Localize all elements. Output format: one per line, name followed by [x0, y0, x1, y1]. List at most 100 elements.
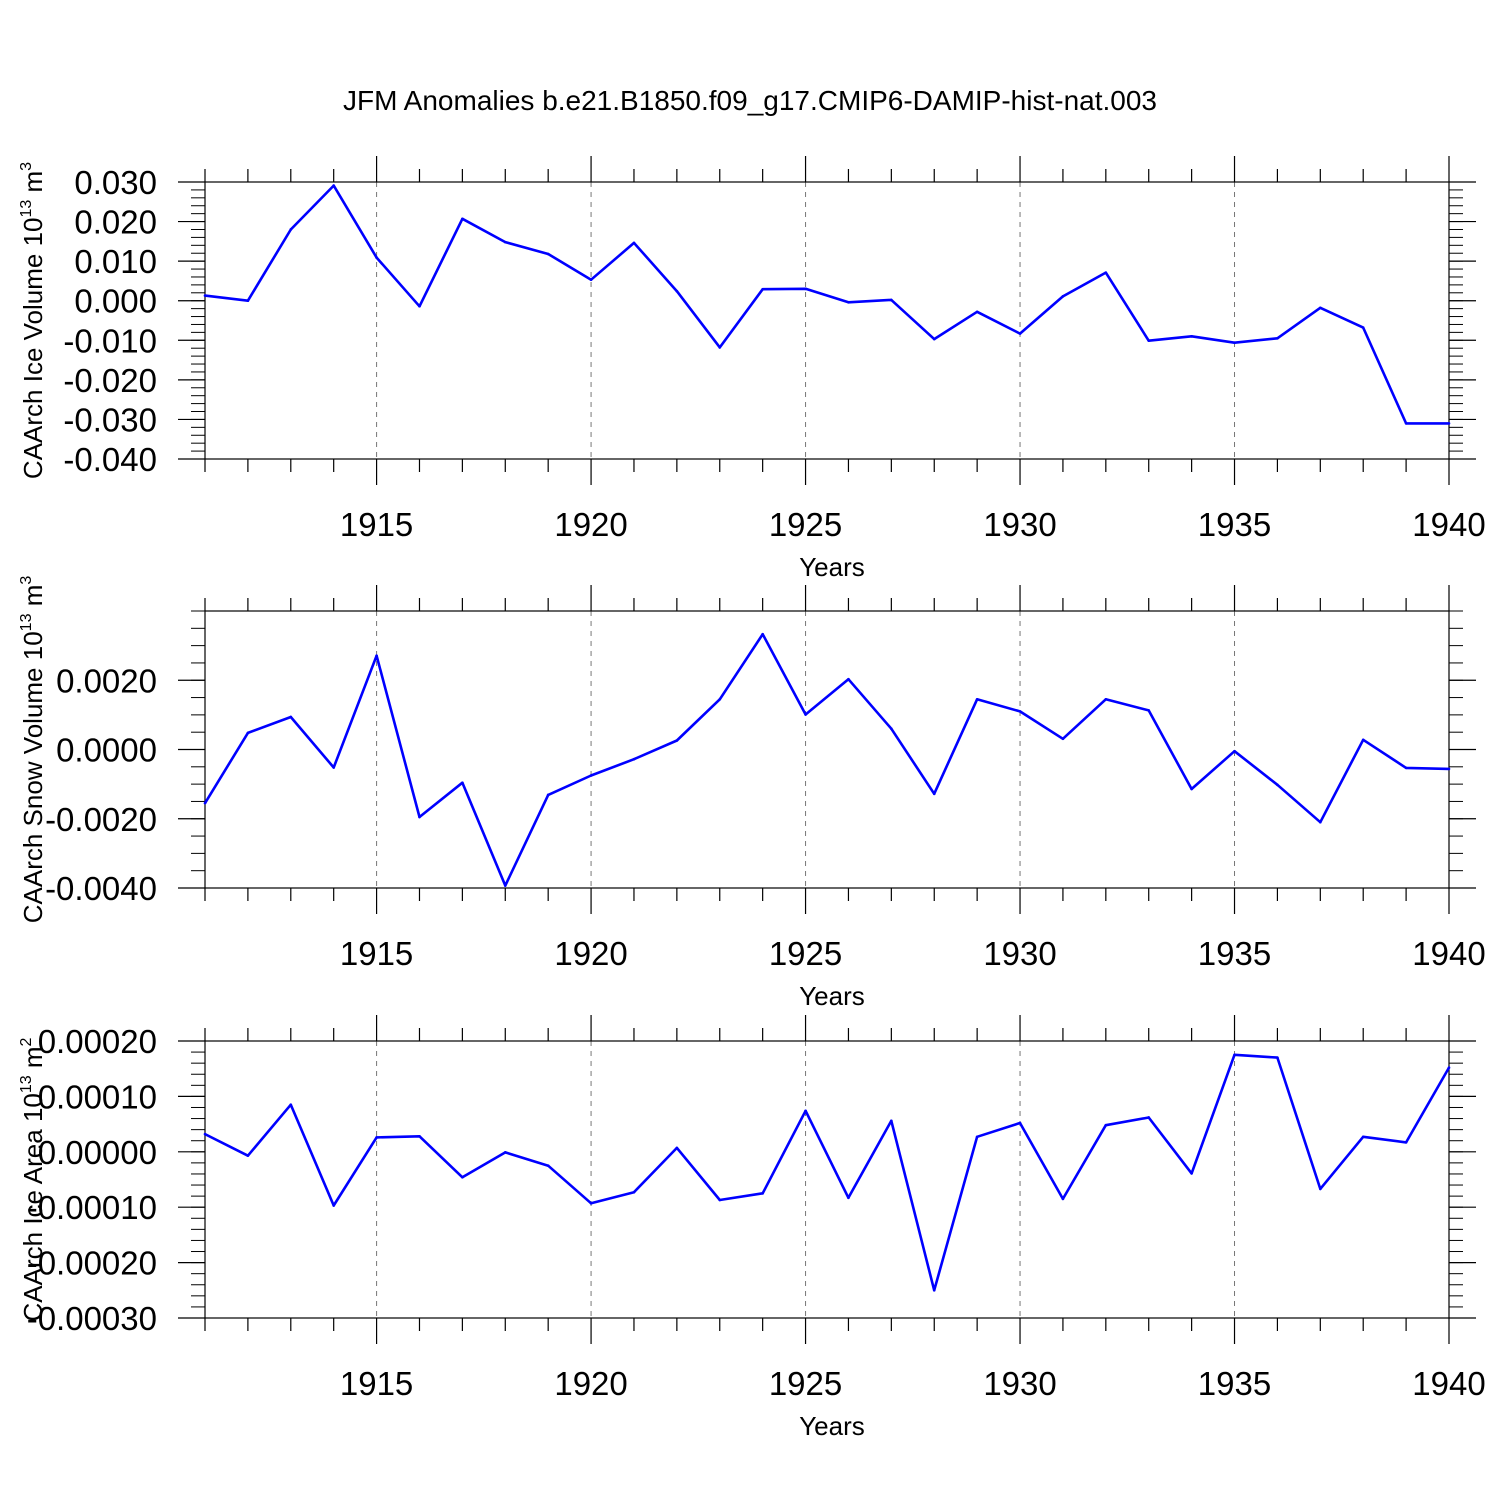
data-point [1447, 422, 1451, 425]
x-tick-label: 1925 [769, 1365, 842, 1402]
data-point [289, 715, 293, 719]
data-point [675, 1146, 679, 1150]
data-point [890, 298, 893, 302]
data-point [932, 1289, 936, 1292]
data-point [632, 1190, 636, 1194]
x-tick-label: 1935 [1198, 506, 1271, 543]
y-tick-label: -0.010 [63, 322, 157, 359]
x-tick-label: 1915 [340, 506, 413, 543]
data-point [675, 739, 679, 742]
data-point [1061, 295, 1065, 298]
figure-title: JFM Anomalies b.e21.B1850.f09_g17.CMIP6-… [343, 85, 1157, 116]
x-tick-label: 1925 [769, 935, 842, 972]
data-point [589, 774, 593, 777]
data-point [847, 677, 850, 681]
data-point [1361, 738, 1365, 742]
data-point [246, 731, 250, 735]
data-point [1147, 1116, 1151, 1119]
data-point [804, 287, 807, 291]
data-point [1190, 335, 1193, 338]
x-axis-label: Years [799, 552, 865, 582]
y-tick-label: -0.020 [63, 362, 157, 399]
x-tick-label: 1925 [769, 506, 842, 543]
data-point [203, 294, 207, 297]
data-point [890, 1119, 893, 1123]
x-tick-label: 1935 [1198, 935, 1271, 972]
data-point [418, 815, 421, 819]
data-point [246, 299, 250, 303]
data-point [1018, 710, 1022, 713]
y-tick-label: -0.00020 [27, 1245, 157, 1282]
x-tick-label: 1920 [554, 935, 627, 972]
data-point [932, 337, 936, 341]
data-point [632, 757, 636, 761]
x-tick-label: 1940 [1412, 506, 1485, 543]
series-line-ice-volume [204, 184, 1449, 425]
series-line-ice-area [204, 1053, 1451, 1292]
x-tick-label: 1920 [554, 1365, 627, 1402]
data-point [1404, 1141, 1408, 1144]
y-axis-label: CAArch Ice Area 1013 m2 [18, 1037, 48, 1321]
data-point [546, 793, 550, 797]
y-tick-label: 0.000 [74, 283, 157, 320]
data-point [1190, 787, 1193, 791]
x-axis-label: Years [799, 981, 865, 1011]
data-point [761, 1192, 764, 1195]
y-tick-label: 0.00000 [38, 1134, 157, 1171]
data-point [975, 697, 979, 701]
y-tick-label: 0.010 [74, 243, 157, 280]
plot-frame [204, 610, 1450, 889]
y-tick-label: 0.00020 [38, 1023, 157, 1060]
data-point [975, 1135, 979, 1139]
data-point [1319, 1187, 1322, 1191]
data-point [1147, 339, 1151, 342]
data-point [1061, 737, 1065, 741]
data-point [418, 304, 421, 308]
data-point [761, 287, 764, 291]
x-tick-label: 1940 [1412, 935, 1485, 972]
data-point [246, 1154, 250, 1157]
data-point [804, 713, 807, 716]
data-point [289, 1103, 293, 1107]
x-tick-label: 1935 [1198, 1365, 1271, 1402]
x-tick-label: 1930 [983, 1365, 1056, 1402]
data-point [975, 310, 979, 314]
plot-frame [204, 1040, 1450, 1319]
data-point [289, 228, 293, 231]
data-point [804, 1109, 807, 1113]
data-point [1233, 1053, 1236, 1057]
data-point [461, 217, 464, 221]
x-tick-label: 1920 [554, 506, 627, 543]
data-point [503, 240, 507, 244]
y-tick-label: 0.030 [74, 164, 157, 201]
data-point [546, 1164, 550, 1167]
y-tick-label: 0.00010 [38, 1078, 157, 1115]
data-point [203, 801, 207, 805]
data-point [503, 1151, 507, 1154]
data-point [1104, 271, 1108, 274]
data-point [1276, 783, 1279, 787]
x-tick-label: 1915 [340, 1365, 413, 1402]
data-point [1233, 749, 1236, 753]
y-tick-label: 0.0020 [56, 662, 157, 699]
data-point [375, 654, 378, 657]
data-point [847, 300, 850, 304]
data-point [1447, 1066, 1451, 1069]
data-point [718, 346, 722, 349]
y-axis-label: CAArch Snow Volume 1013 m3 [18, 576, 48, 924]
data-point [1276, 1056, 1279, 1059]
data-point [418, 1134, 421, 1138]
y-tick-label: -0.00010 [27, 1189, 157, 1226]
data-point [1404, 422, 1408, 425]
data-point [332, 766, 335, 769]
x-tick-label: 1930 [983, 935, 1056, 972]
data-point [1361, 326, 1365, 329]
data-point [589, 278, 593, 282]
data-point [890, 727, 893, 731]
data-point [632, 241, 636, 245]
data-point [1147, 709, 1151, 712]
data-point [1276, 337, 1279, 340]
y-axis-label: CAArch Ice Volume 1013 m3 [18, 162, 48, 479]
data-point [718, 1198, 722, 1202]
y-tick-label: -0.030 [63, 401, 157, 438]
